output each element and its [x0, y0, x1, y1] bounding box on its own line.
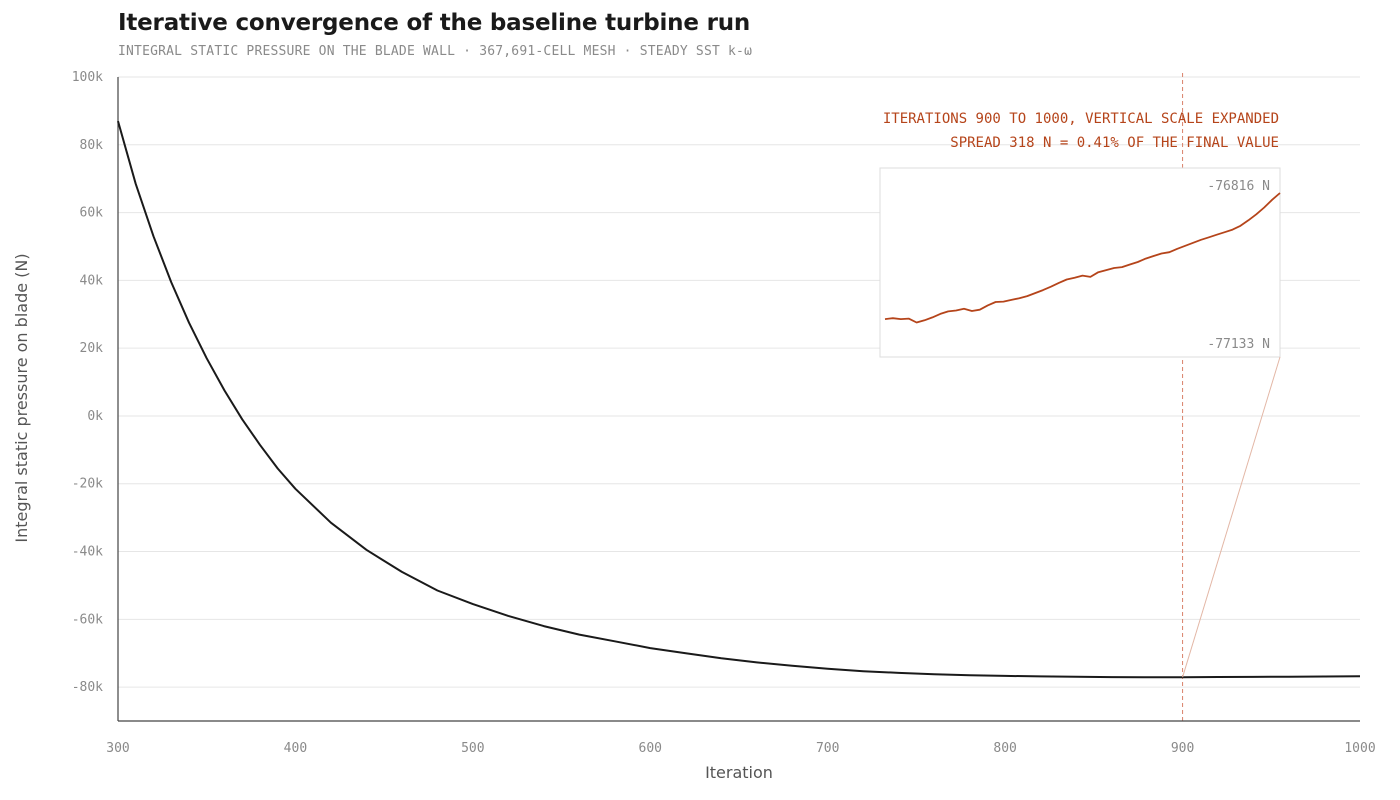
- y-axis-title: Integral static pressure on blade (N): [12, 253, 31, 542]
- series-line: [117, 120, 1361, 679]
- y-tick-label: -60k: [72, 612, 103, 627]
- y-tick-label: -80k: [72, 680, 103, 695]
- y-tick-label: 60k: [80, 206, 104, 221]
- y-tick-label: -20k: [72, 477, 103, 492]
- tick-labels: 100k 80k 60k 40k 20k 0k -20k -40k -60k -80k 300 400…: [72, 70, 1376, 756]
- inset-bottom-label: -77133 N: [1207, 337, 1270, 352]
- y-tick-label: 40k: [80, 273, 104, 288]
- x-tick-label: 1000: [1344, 741, 1375, 756]
- x-tick-label: 600: [639, 741, 662, 756]
- inset-group: -76816 N -77133 N: [879, 167, 1281, 678]
- y-tick-label: 20k: [80, 341, 104, 356]
- chart-subtitle: INTEGRAL STATIC PRESSURE ON THE BLADE WA…: [118, 44, 753, 59]
- grid-lines: [118, 76, 1360, 688]
- inset-connector: [1182, 356, 1281, 678]
- x-tick-label: 500: [461, 741, 484, 756]
- y-tick-label: -40k: [72, 545, 103, 560]
- x-tick-label: 300: [106, 741, 129, 756]
- x-tick-label: 700: [816, 741, 839, 756]
- y-tick-label: 100k: [72, 70, 103, 85]
- x-tick-label: 800: [993, 741, 1016, 756]
- annotation-line-2: SPREAD 318 N = 0.41% OF THE FINAL VALUE: [950, 135, 1279, 151]
- x-tick-label: 900: [1171, 741, 1194, 756]
- x-axis-title: Iteration: [705, 763, 773, 782]
- x-tick-label: 400: [284, 741, 307, 756]
- y-tick-label: 80k: [80, 138, 104, 153]
- inset-series-line: [884, 192, 1281, 324]
- chart-title: Iterative convergence of the baseline tu…: [118, 10, 751, 36]
- inset-box: [879, 167, 1281, 358]
- axes: [117, 77, 1360, 722]
- series-group: [117, 120, 1361, 679]
- y-tick-label: 0k: [87, 409, 103, 424]
- inset-top-label: -76816 N: [1207, 179, 1270, 194]
- annotation-line-1: ITERATIONS 900 TO 1000, VERTICAL SCALE E…: [883, 111, 1279, 127]
